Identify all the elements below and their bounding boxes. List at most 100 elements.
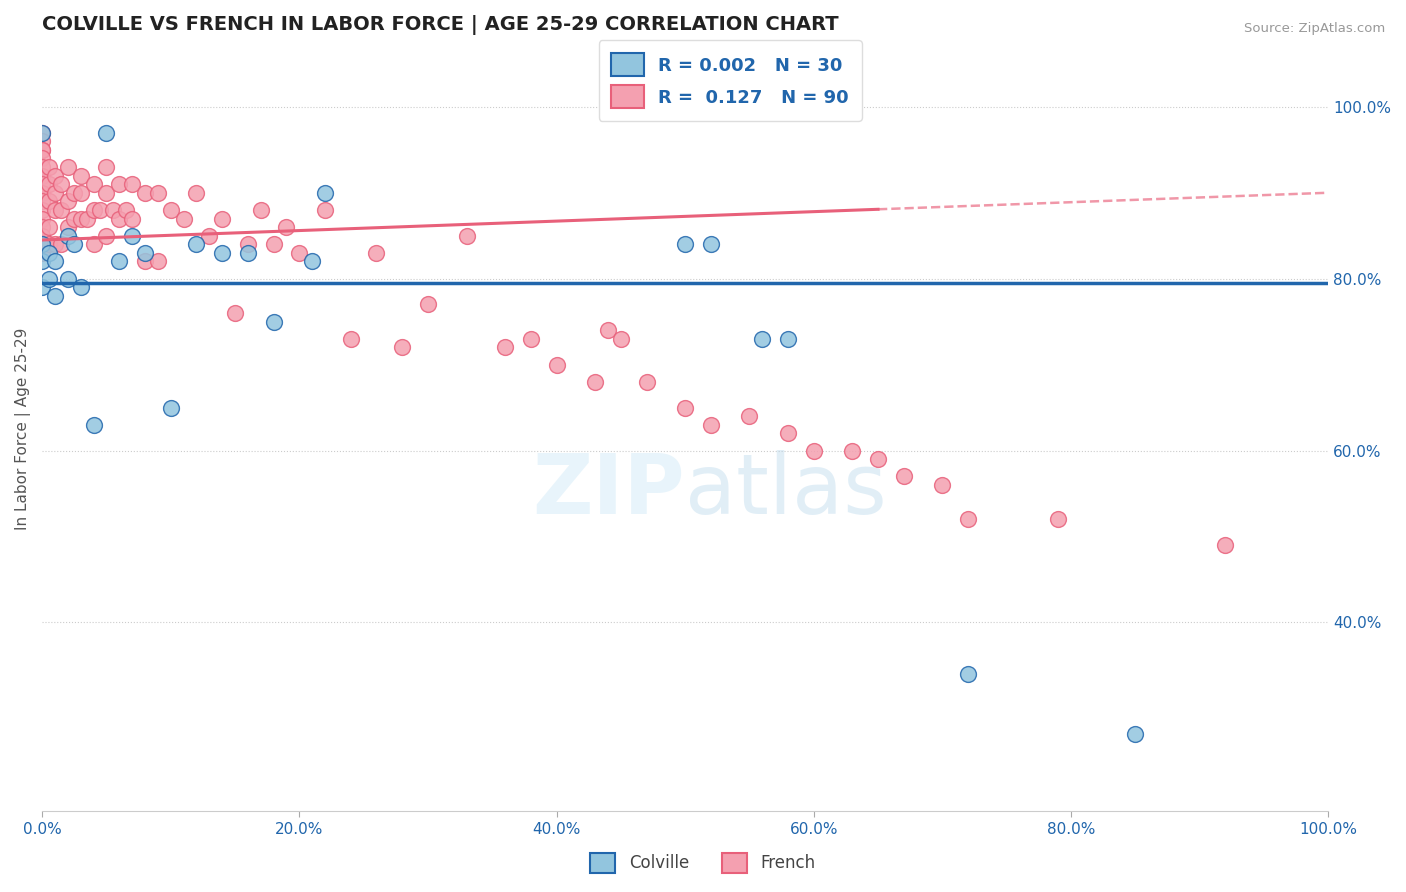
- Point: [83, 417, 105, 432]
- Point: [63, 211, 86, 226]
- Point: [56, 228, 79, 243]
- Text: COLVILLE VS FRENCH IN LABOR FORCE | AGE 25-29 CORRELATION CHART: COLVILLE VS FRENCH IN LABOR FORCE | AGE …: [42, 15, 839, 35]
- Point: [673, 401, 696, 415]
- Point: [583, 375, 606, 389]
- Point: [494, 340, 516, 354]
- Point: [31, 152, 53, 166]
- Point: [520, 332, 543, 346]
- Point: [56, 194, 79, 209]
- Point: [263, 237, 285, 252]
- Point: [31, 202, 53, 217]
- Point: [31, 143, 53, 157]
- Point: [546, 358, 568, 372]
- Point: [224, 306, 246, 320]
- Point: [391, 340, 413, 354]
- Point: [288, 246, 311, 260]
- Point: [866, 452, 889, 467]
- Text: atlas: atlas: [685, 450, 887, 531]
- Point: [751, 332, 773, 346]
- Point: [416, 297, 439, 311]
- Point: [31, 177, 53, 191]
- Point: [56, 220, 79, 235]
- Point: [31, 194, 53, 209]
- Point: [957, 512, 980, 526]
- Point: [31, 246, 53, 260]
- Point: [198, 228, 221, 243]
- Point: [31, 220, 53, 235]
- Point: [56, 271, 79, 285]
- Point: [636, 375, 658, 389]
- Point: [186, 237, 208, 252]
- Point: [89, 202, 111, 217]
- Point: [83, 237, 105, 252]
- Point: [108, 211, 131, 226]
- Point: [776, 426, 799, 441]
- Point: [96, 160, 118, 174]
- Point: [134, 186, 156, 200]
- Point: [76, 211, 98, 226]
- Point: [108, 177, 131, 191]
- Point: [159, 202, 181, 217]
- Point: [673, 237, 696, 252]
- Point: [931, 478, 953, 492]
- Point: [63, 186, 86, 200]
- Point: [211, 246, 233, 260]
- Point: [596, 323, 619, 337]
- Point: [263, 315, 285, 329]
- Point: [83, 177, 105, 191]
- Point: [31, 126, 53, 140]
- Point: [31, 211, 53, 226]
- Point: [700, 237, 723, 252]
- Point: [314, 202, 336, 217]
- Point: [957, 667, 980, 681]
- Point: [159, 401, 181, 415]
- Point: [44, 202, 66, 217]
- Point: [276, 220, 298, 235]
- Point: [31, 126, 53, 140]
- Text: ZIP: ZIP: [533, 450, 685, 531]
- Point: [69, 211, 91, 226]
- Y-axis label: In Labor Force | Age 25-29: In Labor Force | Age 25-29: [15, 328, 31, 530]
- Point: [96, 228, 118, 243]
- Point: [44, 237, 66, 252]
- Point: [1213, 538, 1236, 552]
- Point: [610, 332, 633, 346]
- Point: [51, 202, 73, 217]
- Point: [31, 169, 53, 183]
- Point: [803, 443, 825, 458]
- Point: [63, 237, 86, 252]
- Point: [31, 160, 53, 174]
- Point: [236, 246, 259, 260]
- Legend: Colville, French: Colville, French: [583, 847, 823, 880]
- Point: [108, 254, 131, 268]
- Point: [339, 332, 361, 346]
- Point: [31, 228, 53, 243]
- Point: [44, 169, 66, 183]
- Point: [38, 160, 60, 174]
- Point: [121, 211, 143, 226]
- Point: [31, 143, 53, 157]
- Point: [38, 194, 60, 209]
- Point: [31, 254, 53, 268]
- Point: [366, 246, 388, 260]
- Point: [44, 289, 66, 303]
- Point: [96, 186, 118, 200]
- Point: [211, 211, 233, 226]
- Point: [44, 186, 66, 200]
- Point: [38, 246, 60, 260]
- Point: [236, 237, 259, 252]
- Point: [121, 177, 143, 191]
- Point: [31, 134, 53, 148]
- Point: [134, 246, 156, 260]
- Point: [96, 126, 118, 140]
- Point: [146, 254, 169, 268]
- Point: [121, 228, 143, 243]
- Point: [314, 186, 336, 200]
- Point: [31, 186, 53, 200]
- Point: [249, 202, 271, 217]
- Point: [456, 228, 478, 243]
- Point: [56, 160, 79, 174]
- Point: [69, 186, 91, 200]
- Point: [38, 177, 60, 191]
- Point: [776, 332, 799, 346]
